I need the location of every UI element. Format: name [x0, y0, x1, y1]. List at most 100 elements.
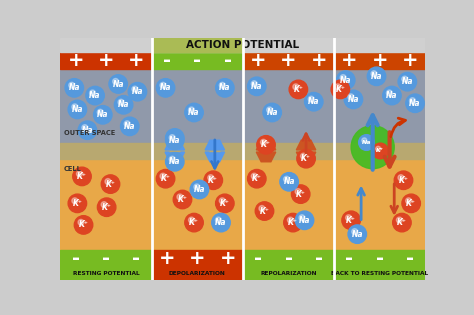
Text: K⁺: K⁺	[406, 199, 416, 208]
Bar	[152, 52, 243, 69]
Circle shape	[72, 198, 78, 204]
Bar	[243, 159, 334, 249]
Text: -: -	[224, 51, 232, 70]
Circle shape	[373, 143, 388, 159]
Circle shape	[160, 82, 166, 88]
Text: Na: Na	[371, 72, 382, 81]
Text: -: -	[72, 249, 80, 267]
Text: K⁺: K⁺	[102, 203, 111, 212]
Circle shape	[402, 194, 420, 213]
Text: -: -	[315, 249, 323, 267]
Text: Na: Na	[188, 108, 200, 117]
Text: CELL: CELL	[64, 166, 82, 172]
Circle shape	[97, 109, 103, 115]
Circle shape	[247, 169, 266, 188]
Circle shape	[301, 153, 306, 159]
Text: K⁺: K⁺	[178, 195, 187, 204]
Polygon shape	[165, 152, 184, 162]
Bar	[61, 249, 152, 266]
Circle shape	[267, 107, 273, 113]
Circle shape	[299, 215, 305, 221]
Circle shape	[392, 213, 411, 232]
Circle shape	[398, 72, 417, 91]
Text: K⁺: K⁺	[376, 148, 384, 153]
Text: K⁺: K⁺	[220, 199, 230, 208]
Text: K⁺: K⁺	[261, 140, 271, 149]
Circle shape	[410, 98, 415, 104]
Circle shape	[105, 179, 111, 185]
Bar	[243, 69, 334, 142]
Circle shape	[165, 129, 184, 147]
Circle shape	[359, 135, 374, 150]
Circle shape	[114, 95, 133, 114]
Circle shape	[293, 84, 299, 90]
Circle shape	[86, 86, 104, 105]
Circle shape	[74, 216, 93, 234]
Circle shape	[344, 90, 363, 109]
Bar	[243, 266, 334, 280]
Circle shape	[308, 96, 314, 102]
Text: K⁺: K⁺	[189, 218, 199, 227]
Text: -: -	[284, 249, 292, 267]
Circle shape	[406, 94, 424, 112]
Circle shape	[78, 219, 84, 225]
Text: Na: Na	[124, 122, 136, 131]
Circle shape	[156, 169, 175, 188]
Bar	[61, 38, 425, 52]
Text: DEPOLARIZATION: DEPOLARIZATION	[169, 271, 226, 276]
Circle shape	[185, 213, 203, 232]
Bar	[61, 142, 152, 159]
Circle shape	[169, 135, 175, 140]
Text: Na: Na	[169, 133, 181, 142]
Circle shape	[263, 103, 282, 122]
Text: +: +	[159, 249, 175, 267]
Polygon shape	[256, 152, 276, 162]
Circle shape	[169, 156, 175, 162]
Text: -: -	[102, 249, 110, 267]
Circle shape	[251, 173, 257, 179]
Text: K⁺: K⁺	[301, 154, 311, 163]
Bar	[152, 69, 243, 142]
Circle shape	[132, 86, 138, 92]
Text: Na: Na	[251, 82, 263, 91]
Bar	[152, 266, 243, 280]
Text: -: -	[406, 249, 414, 267]
Polygon shape	[256, 140, 276, 150]
Circle shape	[295, 189, 301, 194]
Bar	[152, 38, 243, 52]
Circle shape	[124, 121, 130, 127]
Circle shape	[185, 103, 203, 122]
Circle shape	[68, 100, 87, 119]
Circle shape	[342, 211, 360, 230]
Text: Na: Na	[169, 136, 181, 145]
Bar	[334, 69, 425, 142]
Text: -: -	[163, 51, 171, 70]
Circle shape	[292, 185, 310, 203]
Circle shape	[351, 126, 394, 169]
Text: Na: Na	[401, 77, 413, 86]
Text: -: -	[376, 249, 384, 267]
Circle shape	[165, 152, 184, 171]
Circle shape	[160, 173, 166, 179]
Circle shape	[295, 211, 314, 230]
Circle shape	[340, 75, 346, 81]
Text: K⁺: K⁺	[260, 207, 269, 215]
Circle shape	[386, 90, 392, 96]
Circle shape	[128, 83, 146, 101]
Circle shape	[304, 93, 323, 111]
Circle shape	[352, 229, 358, 235]
Circle shape	[118, 99, 124, 105]
Circle shape	[101, 175, 120, 193]
Circle shape	[156, 79, 175, 97]
Bar	[334, 142, 425, 159]
Bar	[334, 249, 425, 266]
Circle shape	[297, 149, 315, 168]
Text: K⁺: K⁺	[288, 218, 298, 227]
Bar	[152, 249, 243, 266]
Bar	[152, 159, 243, 249]
Bar	[334, 52, 425, 69]
Circle shape	[72, 104, 78, 110]
Text: K⁺: K⁺	[209, 176, 218, 185]
Circle shape	[165, 131, 184, 149]
Circle shape	[261, 139, 266, 145]
